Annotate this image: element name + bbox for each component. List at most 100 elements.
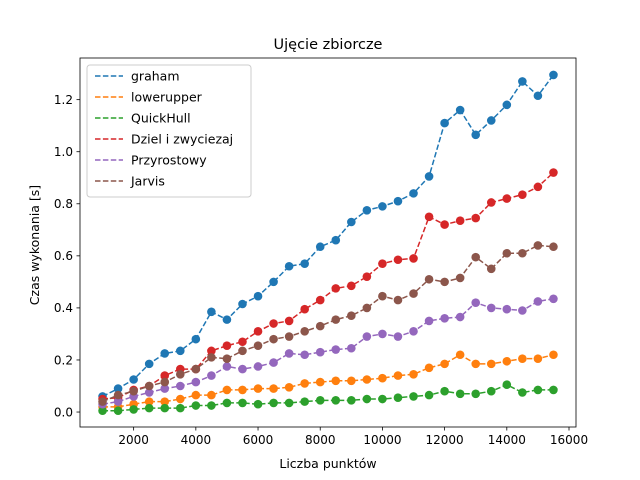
data-point [347,281,356,291]
data-point [207,371,216,380]
data-point [486,116,496,125]
data-point [362,303,372,313]
data-point [98,397,107,406]
data-point [207,353,216,362]
data-point [440,314,449,323]
data-point [362,332,372,341]
data-point [533,91,543,101]
chart-title: Ujęcie zbiorcze [274,37,383,53]
data-point [253,399,263,409]
data-point [440,359,449,369]
data-point [409,289,418,298]
data-point [315,377,325,387]
data-point [160,371,170,380]
data-point [518,354,527,363]
data-point [207,307,216,317]
data-point [144,388,154,397]
data-point [549,242,558,252]
data-point [533,297,543,306]
data-point [518,190,527,199]
data-point [238,337,247,347]
data-point [347,343,356,353]
data-point [409,327,418,336]
data-point [409,369,418,379]
data-point [191,377,201,387]
data-point [284,383,294,392]
data-point [471,252,481,262]
axes-frame [79,57,577,428]
data-point [160,397,170,406]
data-point [471,298,481,308]
data-point [113,397,123,406]
data-point [393,196,403,206]
x-tick-label: 14000 [488,433,526,447]
data-point [502,194,512,203]
data-point [284,316,294,326]
data-point [362,205,372,215]
data-point [315,295,325,305]
legend-label-0: graham [131,69,180,84]
data-point [113,384,123,393]
data-point [300,350,309,360]
data-point [144,381,154,391]
data-point [393,393,403,403]
data-point [331,396,341,405]
data-point [269,384,278,393]
x-tick-label: 4000 [181,433,212,447]
y-tick-label: 0.4 [54,301,73,315]
data-point [424,172,434,181]
data-point [207,346,216,356]
data-point [269,334,278,344]
data-point [315,321,325,331]
legend: graham lowerupper QuickHull Dziel i zwyciez… [86,64,252,198]
data-point [455,312,465,322]
data-point [331,235,341,245]
data-point [409,189,418,198]
data-point [486,359,496,369]
data-point [409,392,418,401]
data-point [222,362,232,371]
legend-label-3: Dziel i zwyciezaj [131,132,233,147]
data-point [238,346,247,356]
data-point [549,70,558,80]
data-point [549,350,558,360]
data-point [393,295,403,305]
data-point [300,379,309,388]
data-point [238,398,247,408]
data-point [378,259,387,268]
data-point [175,381,185,391]
data-point [175,394,185,404]
data-point [238,364,247,374]
y-tick-label: 1.0 [54,145,73,159]
axes: 2000 4000 6000 8000 10000 12000 14000 16000 0.0 0… [54,57,588,447]
y-tick-label: 0.8 [54,197,73,211]
y-axis-label: Czas wykonania [s] [27,185,42,305]
data-point [144,403,154,413]
y-tick-label: 0.6 [54,249,73,263]
data-point [331,376,341,386]
data-point [486,386,496,396]
data-point [315,347,325,357]
data-point [533,182,543,192]
data-point [533,241,543,250]
data-point [440,220,449,229]
data-point [502,304,512,314]
data-point [486,198,496,207]
legend-label-1: lowerupper [131,90,203,105]
data-point [502,356,512,366]
data-point [455,350,465,360]
data-point [347,376,356,386]
data-point [518,306,527,315]
data-point [518,77,527,86]
data-point [253,341,263,350]
data-point [253,362,263,371]
data-point [269,277,278,287]
data-point [300,304,309,314]
data-point [191,334,201,344]
data-point [455,389,465,399]
data-point [191,401,201,410]
data-point [129,386,138,396]
data-point [160,384,170,393]
data-point [222,354,232,363]
data-point [315,242,325,252]
